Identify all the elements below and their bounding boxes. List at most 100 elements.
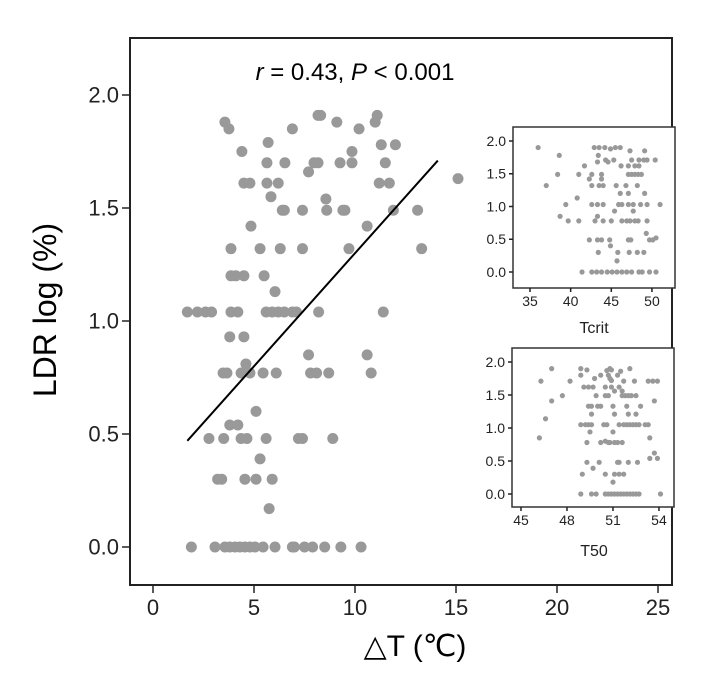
main-data-point [331,116,343,128]
t50-data-point [559,393,565,399]
main-data-point [272,177,284,189]
tcrit-data-point [624,269,630,275]
t50-data-point [587,429,593,435]
t50-data-point [607,366,613,372]
tcrit-data-point [639,269,645,275]
tcrit-data-point [565,218,571,224]
tcrit-data-point [598,269,605,275]
tcrit-data-point [627,218,633,224]
t50-y-tick-label: 0.5 [486,453,506,469]
t50-data-point [616,459,622,465]
main-data-point [216,473,228,485]
main-x-tick-label: 15 [444,595,468,620]
main-points [181,109,464,553]
t50-data-point [588,411,595,417]
tcrit-data-point [581,163,588,169]
main-data-point [335,541,347,553]
t50-data-point [602,471,608,477]
tcrit-data-point [607,146,614,152]
main-data-point [389,139,401,151]
tcrit-data-point [630,208,636,214]
main-data-point [238,331,250,343]
tcrit-data-point [589,269,595,275]
inset-tcrit-points [535,144,663,275]
main-data-point [261,157,273,169]
main-data-point [307,541,319,553]
t50-data-point [628,393,634,399]
t50-data-point [645,378,651,384]
tcrit-data-point [589,201,595,208]
tcrit-data-point [657,201,663,208]
main-data-point [311,367,323,379]
tcrit-y-tick-label: 0.5 [487,231,507,247]
t50-data-point [598,372,604,378]
tcrit-data-point [619,218,625,224]
t50-data-point [581,384,587,390]
t50-y-tick-label: 0.0 [486,486,506,502]
tcrit-data-point [644,218,650,224]
tcrit-data-point [563,201,569,208]
t50-data-point [647,455,653,461]
t50-y-tick-label: 1.5 [486,387,506,403]
t50-data-point [614,439,621,446]
tcrit-data-point [635,218,641,224]
tcrit-data-point [595,249,601,255]
tcrit-data-point [594,201,601,208]
main-data-point [232,419,244,431]
tcrit-data-point [614,258,620,264]
main-ticks: 0 5 10 15 20 25 0.0 0.5 1.0 1.5 2.0 [88,83,670,620]
tcrit-data-point [627,148,633,154]
main-x-tick-label: 0 [147,595,159,620]
tcrit-data-point [611,208,618,214]
tcrit-data-point [557,213,563,219]
main-data-point [206,306,218,318]
tcrit-data-point [600,218,606,224]
tcrit-data-point [623,182,629,189]
tcrit-data-point [598,237,605,243]
tcrit-data-point [600,182,606,189]
main-data-point [315,109,327,121]
inset-tcrit-x-label: Tcrit [579,320,609,337]
tcrit-data-point [586,237,592,243]
tcrit-x-tick-label: 40 [563,293,579,309]
t50-data-point [578,491,584,497]
t50-data-point [611,471,618,477]
main-data-point [339,204,351,216]
tcrit-data-point [543,182,549,189]
tcrit-data-point [594,269,600,275]
tcrit-data-point [641,249,647,255]
tcrit-data-point [652,157,658,163]
title-r-value: = 0.43, [264,59,351,86]
tcrit-data-point [636,163,642,169]
x-axis-label: △T (℃) [364,630,467,663]
t50-data-point [610,429,616,435]
tcrit-data-point [556,152,562,159]
main-data-point [270,367,282,379]
t50-data-point [616,422,622,428]
main-data-point [278,306,290,318]
tcrit-x-tick-label: 45 [604,293,620,309]
main-x-tick-label: 10 [343,595,367,620]
t50-data-point [549,398,555,404]
t50-data-point [616,384,622,390]
main-data-point [236,146,248,157]
t50-data-point [610,479,616,485]
tcrit-y-tick-label: 2.0 [487,133,507,149]
t50-data-point [596,459,602,465]
main-data-point [241,433,253,445]
main-data-point [235,367,247,379]
t50-data-point [578,372,584,378]
main-data-point [249,541,261,553]
t50-data-point [625,411,631,417]
t50-data-point [584,439,590,446]
main-data-point [416,243,428,255]
tcrit-data-point [634,182,640,189]
tcrit-data-point [632,163,638,169]
main-data-point [221,367,233,379]
tcrit-data-point [636,157,642,163]
tcrit-data-point [618,163,624,169]
tcrit-data-point [644,157,650,163]
tcrit-data-point [602,144,608,151]
main-data-point [327,433,339,445]
tcrit-data-point [607,237,613,243]
